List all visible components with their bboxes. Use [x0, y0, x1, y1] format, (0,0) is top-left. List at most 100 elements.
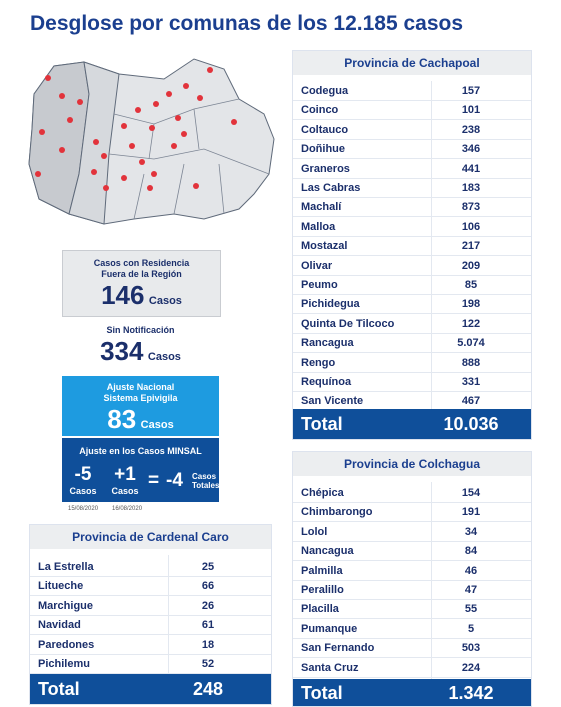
- column-divider: [168, 555, 169, 684]
- total-value: 248: [192, 679, 224, 699]
- result-unit: Casos: [192, 472, 217, 481]
- total-value: 10.036: [443, 414, 499, 434]
- comuna: Las Cabras: [301, 182, 361, 194]
- cases: 331: [461, 376, 481, 388]
- comuna: Olivar: [301, 259, 333, 272]
- comuna: Navidad: [38, 619, 81, 632]
- comuna: Lolol: [301, 525, 328, 538]
- comuna: Nancagua: [301, 545, 354, 558]
- total-bar: Total 248: [30, 674, 271, 704]
- province-table: Provincia de Cardenal Caro La Estrella 25 L…: [29, 524, 272, 705]
- unit: Casos: [140, 419, 174, 431]
- cases: 346: [461, 143, 481, 156]
- cases: 888: [461, 356, 481, 369]
- epivigila-box: Ajuste Nacional Sistema Epivigila 83 Cas…: [62, 376, 219, 436]
- table-row: Peumo 85: [293, 275, 531, 295]
- table-row: Paredones 18: [30, 635, 271, 655]
- cases: 217: [461, 240, 481, 253]
- comuna: Litueche: [38, 580, 84, 593]
- title: Desglose por comunas de los 12.185 casos: [30, 12, 464, 35]
- table-title: Provincia de Cachapoal: [293, 51, 531, 75]
- unit: Casos: [148, 295, 182, 307]
- cases: 5.074: [457, 337, 485, 350]
- column-divider: [431, 81, 432, 421]
- cases: 224: [461, 661, 481, 674]
- comuna: Doñihue: [301, 143, 345, 156]
- cases: 183: [461, 182, 481, 194]
- comuna: Rengo: [301, 356, 336, 369]
- comuna: Chimbarongo: [301, 506, 373, 519]
- comuna: Palmilla: [301, 564, 343, 577]
- table-title: Provincia de Colchagua: [293, 452, 531, 476]
- cases: 61: [201, 619, 215, 632]
- table-row: Pumanque 5: [293, 619, 531, 639]
- residence-box: Casos con Residencia Fuera de la Región …: [62, 250, 221, 317]
- cases: 85: [464, 279, 478, 291]
- comuna: San Fernando: [301, 642, 375, 655]
- comuna: Pumanque: [301, 622, 358, 635]
- comuna: Graneros: [301, 162, 350, 175]
- table-row: Placilla 55: [293, 599, 531, 620]
- table-row: Doñihue 346: [293, 139, 531, 160]
- comuna: Peumo: [301, 279, 338, 291]
- comuna: Placilla: [301, 603, 339, 616]
- total-bar: Total 1.342: [293, 679, 531, 706]
- total-bar: Total 10.036: [293, 409, 531, 439]
- comuna: Mostazal: [301, 240, 348, 253]
- value: 146: [101, 280, 145, 310]
- unit: Casos: [147, 351, 181, 363]
- cases: 84: [464, 545, 478, 558]
- cases: 5: [467, 622, 475, 635]
- cases: 55: [464, 603, 478, 616]
- comuna: Paredones: [38, 638, 95, 651]
- table-row: Chimbarongo 191: [293, 502, 531, 523]
- cases: 46: [464, 564, 478, 577]
- province-table: Provincia de Colchagua Chépica 154 Chimbaro…: [292, 451, 532, 707]
- cases: 106: [461, 220, 481, 233]
- region-map: [28, 58, 275, 225]
- result-unit: Totales: [192, 481, 220, 490]
- comuna: Machalí: [301, 201, 342, 214]
- table-row: Machalí 873: [293, 197, 531, 218]
- table-row: Codegua 157: [293, 81, 531, 101]
- comuna: Santa Cruz: [301, 661, 359, 674]
- cases: 198: [461, 298, 481, 311]
- comuna: San Vicente: [301, 395, 364, 408]
- comuna: Pichilemu: [38, 658, 90, 670]
- table-row: Nancagua 84: [293, 541, 531, 562]
- date: 15/08/2020: [68, 506, 99, 512]
- value: 334: [100, 336, 144, 366]
- cases: 122: [461, 317, 481, 330]
- total-value: 1.342: [448, 682, 494, 703]
- minsal-title: Ajuste en los Casos MINSAL: [79, 446, 202, 456]
- value: -5: [74, 464, 92, 485]
- table-row: Requínoa 331: [293, 372, 531, 392]
- table-row: San Fernando 503: [293, 638, 531, 659]
- cases: 47: [464, 584, 478, 596]
- table-row: Malloa 106: [293, 217, 531, 237]
- total-label: Total: [301, 682, 343, 703]
- table-row: Marchigue 26: [30, 596, 271, 616]
- table-row: Rengo 888: [293, 353, 531, 373]
- comuna: Coinco: [301, 104, 339, 117]
- date: 16/08/2020: [112, 506, 143, 512]
- cases: 157: [461, 85, 481, 97]
- table-row: Peralillo 47: [293, 580, 531, 600]
- cases: 467: [461, 395, 481, 408]
- comuna: Peralillo: [301, 584, 344, 596]
- cases: 873: [461, 201, 481, 214]
- cases: 503: [461, 642, 481, 655]
- label: Fuera de la Región: [101, 269, 182, 279]
- label: Sin Notificación: [106, 325, 175, 335]
- cases: 34: [464, 525, 478, 538]
- table-row: Lolol 34: [293, 522, 531, 542]
- cases: 209: [461, 259, 481, 272]
- cases: 101: [461, 104, 481, 117]
- cases: 52: [201, 658, 215, 670]
- cases: 441: [461, 162, 481, 175]
- table-row: Quinta De Tilcoco 122: [293, 314, 531, 334]
- cases: 154: [461, 487, 481, 499]
- table-row: La Estrella 25: [30, 557, 271, 577]
- table-row: Graneros 441: [293, 159, 531, 179]
